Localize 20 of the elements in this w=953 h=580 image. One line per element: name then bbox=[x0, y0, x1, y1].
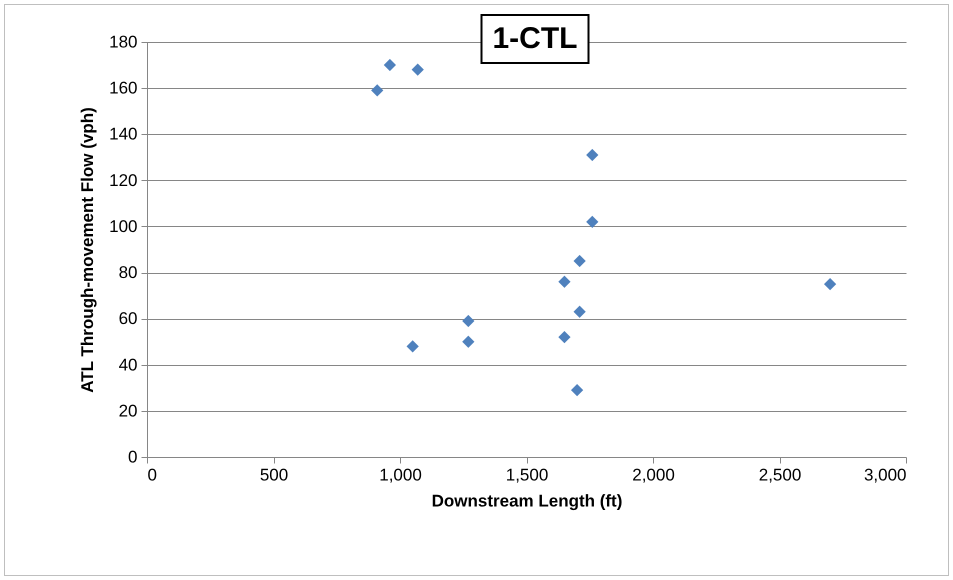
y-tick-label: 0 bbox=[128, 448, 138, 466]
x-axis-title: Downstream Length (ft) bbox=[432, 492, 622, 510]
x-tick-label: 0 bbox=[148, 466, 157, 484]
x-tick-label: 2,000 bbox=[632, 466, 675, 484]
y-tick-label: 180 bbox=[109, 32, 138, 52]
x-tick-label: 2,500 bbox=[758, 466, 802, 484]
y-tick-label: 160 bbox=[109, 78, 138, 98]
y-tick-label: 80 bbox=[118, 263, 138, 282]
y-axis-title: ATL Through-movement Flow (vph) bbox=[78, 107, 98, 393]
chart-title: 1-CTL bbox=[480, 14, 590, 64]
y-tick-label: 140 bbox=[109, 124, 138, 144]
y-tick-label: 20 bbox=[118, 401, 138, 420]
x-tick-label: 500 bbox=[260, 466, 288, 484]
x-tick-label: 3,000 bbox=[864, 466, 906, 484]
x-tick-label: 1,500 bbox=[506, 466, 548, 484]
y-tick-label: 60 bbox=[118, 309, 138, 328]
y-tick-label: 40 bbox=[118, 355, 138, 374]
y-tick-label: 100 bbox=[109, 216, 138, 236]
y-tick-label: 120 bbox=[109, 170, 138, 190]
x-tick-label: 1,000 bbox=[379, 466, 422, 484]
